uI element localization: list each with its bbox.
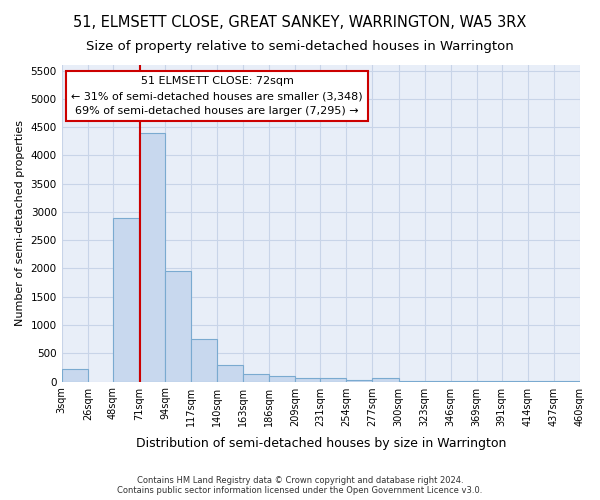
Bar <box>62 368 88 382</box>
Y-axis label: Number of semi-detached properties: Number of semi-detached properties <box>15 120 25 326</box>
Text: 51 ELMSETT CLOSE: 72sqm
← 31% of semi-detached houses are smaller (3,348)
69% of: 51 ELMSETT CLOSE: 72sqm ← 31% of semi-de… <box>71 76 363 116</box>
Bar <box>346 380 373 382</box>
Bar <box>191 339 217 382</box>
Bar <box>139 133 165 382</box>
Bar <box>295 378 320 382</box>
Bar <box>320 378 346 382</box>
Bar <box>373 378 398 382</box>
Text: Contains HM Land Registry data © Crown copyright and database right 2024.
Contai: Contains HM Land Registry data © Crown c… <box>118 476 482 495</box>
Bar <box>243 374 269 382</box>
Text: Size of property relative to semi-detached houses in Warrington: Size of property relative to semi-detach… <box>86 40 514 53</box>
Text: 51, ELMSETT CLOSE, GREAT SANKEY, WARRINGTON, WA5 3RX: 51, ELMSETT CLOSE, GREAT SANKEY, WARRING… <box>73 15 527 30</box>
Bar <box>165 272 191 382</box>
Bar <box>269 376 295 382</box>
Bar <box>113 218 139 382</box>
X-axis label: Distribution of semi-detached houses by size in Warrington: Distribution of semi-detached houses by … <box>136 437 506 450</box>
Bar <box>217 365 243 382</box>
